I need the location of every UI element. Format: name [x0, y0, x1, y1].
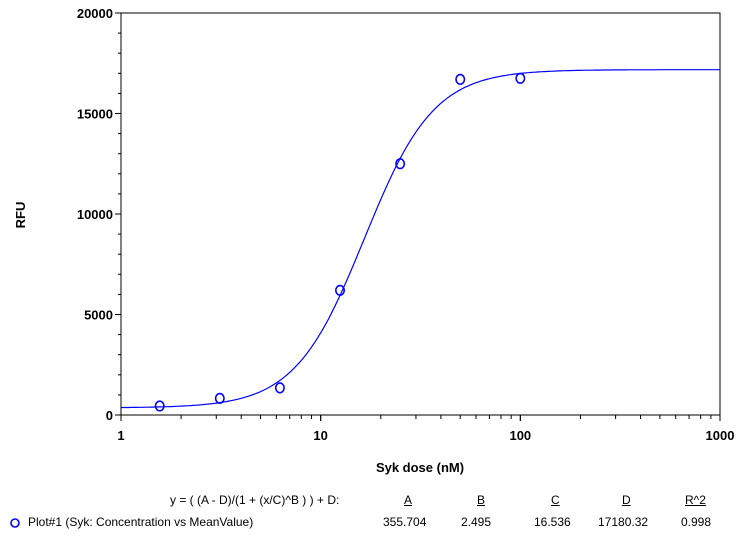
legend-series-label: Plot#1 (Syk: Concentration vs MeanValue): [28, 515, 254, 529]
data-point: [335, 284, 346, 296]
y-tick-label: 15000: [77, 107, 113, 122]
fit-equation: y = ( (A - D)/(1 + (x/C)^B ) ) + D:: [170, 493, 340, 507]
x-tick-label: 10: [313, 428, 327, 443]
data-point: [515, 72, 526, 84]
y-tick-label: 0: [106, 408, 113, 423]
x-tick-label: 1000: [706, 428, 735, 443]
fit-header-d: D: [622, 493, 631, 507]
legend-marker-icon: [10, 518, 20, 528]
dose-response-chart: 0 5000 10000 15000 20000 1 10 100 1000 RFU Syk …: [13, 6, 735, 475]
x-tick-label: 1: [117, 428, 124, 443]
fit-header-r2: R^2: [685, 493, 706, 507]
plot-area: [120, 12, 721, 416]
fit-value-b: 2.495: [461, 515, 492, 529]
y-tick-label: 10000: [77, 207, 113, 222]
fit-value-a: 355.704: [383, 515, 427, 529]
fit-header-a: A: [404, 493, 413, 507]
y-tick-label: 5000: [84, 308, 113, 323]
y-tick-label: 20000: [77, 6, 113, 21]
data-point: [395, 158, 406, 170]
y-axis-label: RFU: [13, 202, 28, 229]
fit-header-b: B: [477, 493, 486, 507]
data-point: [274, 382, 285, 394]
fit-value-d: 17180.32: [598, 515, 649, 529]
x-axis-label: Syk dose (nM): [376, 460, 464, 475]
x-tick-label: 100: [509, 428, 531, 443]
data-point: [455, 73, 466, 85]
fit-header-c: C: [551, 493, 560, 507]
fit-value-r2: 0.998: [681, 515, 712, 529]
fit-value-c: 16.536: [534, 515, 571, 529]
data-point: [214, 392, 225, 404]
data-point: [154, 400, 165, 412]
